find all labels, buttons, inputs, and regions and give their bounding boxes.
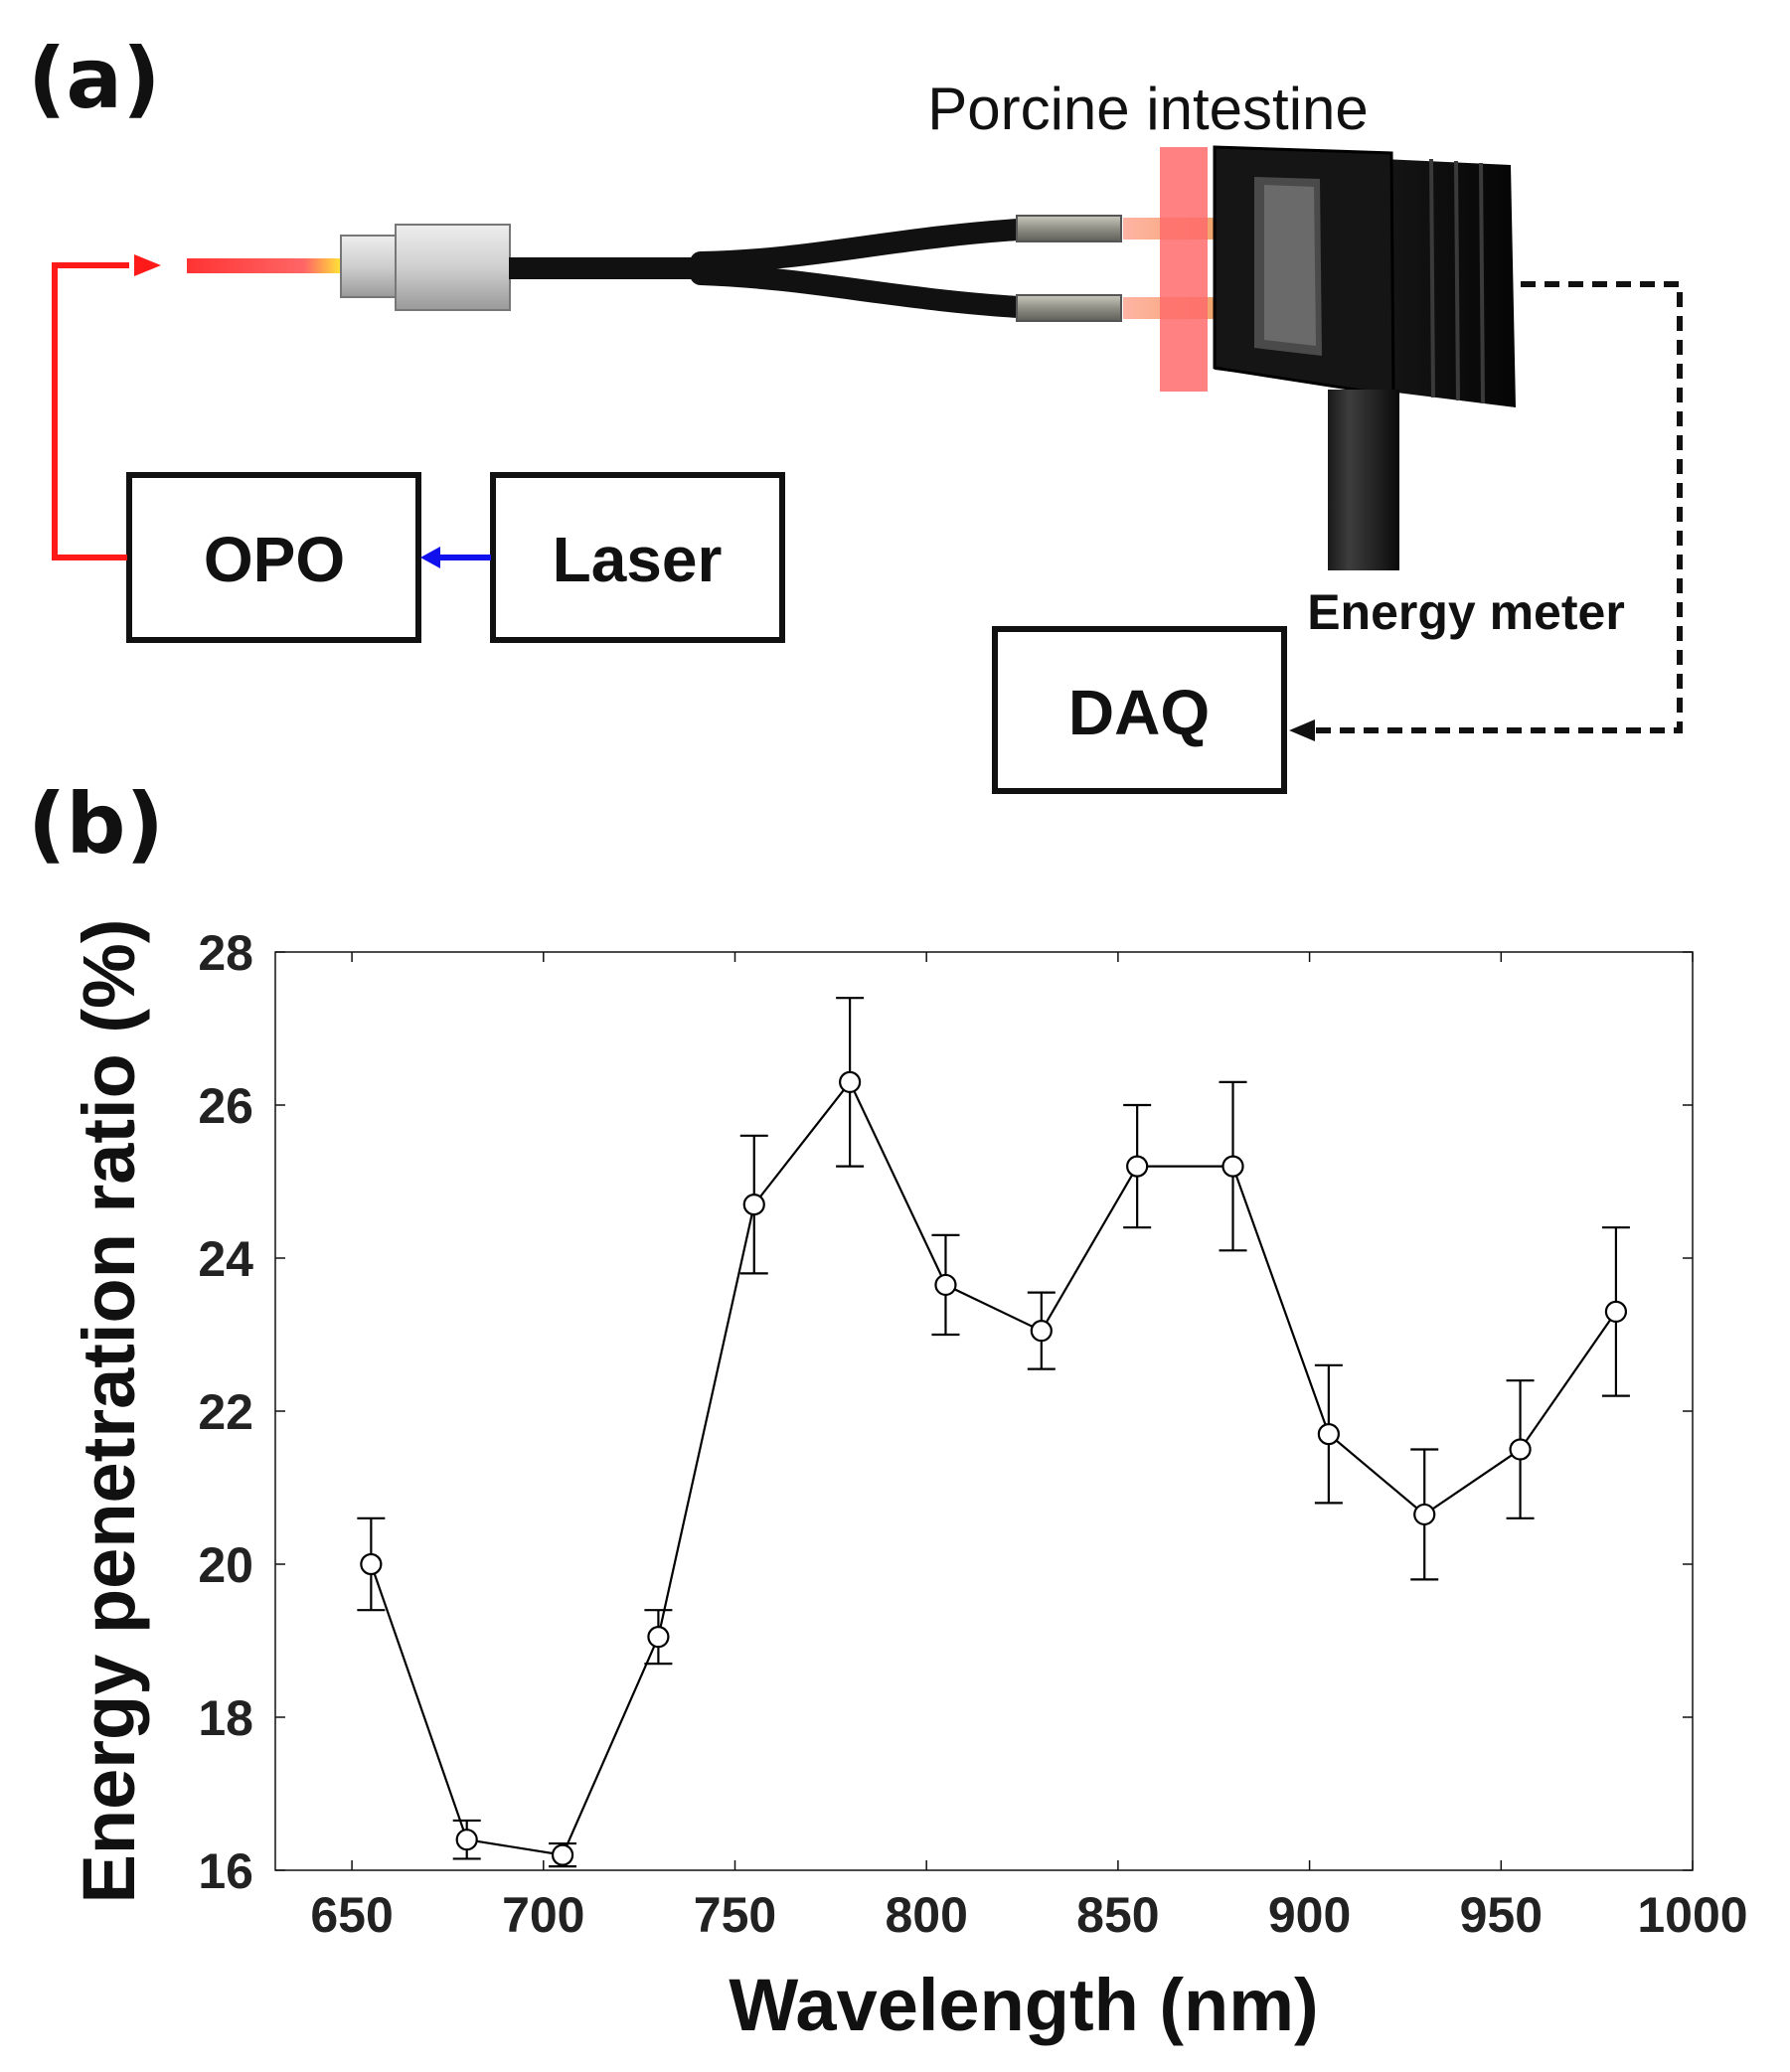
y-tick-label: 18 xyxy=(198,1690,253,1746)
fiber-tip-upper xyxy=(1016,215,1122,242)
daq-box: DAQ xyxy=(992,626,1287,794)
x-tick-label: 750 xyxy=(694,1887,776,1943)
energy-meter-label: Energy meter xyxy=(1307,584,1625,640)
data-point xyxy=(455,1829,478,1851)
porcine-intestine-label: Porcine intestine xyxy=(927,76,1369,142)
series-line xyxy=(370,1079,1617,1856)
x-tick-label: 650 xyxy=(310,1887,393,1943)
data-point xyxy=(742,1193,765,1216)
y-tick-label: 24 xyxy=(198,1231,253,1287)
y-tick-label: 26 xyxy=(198,1078,253,1134)
y-axis-title: Energy penetration ratio (%) xyxy=(68,919,150,1904)
opo-box: OPO xyxy=(126,472,421,643)
laser-label: Laser xyxy=(553,524,723,595)
data-point xyxy=(360,1552,383,1576)
x-tick-label: 700 xyxy=(502,1887,584,1943)
x-tick-label: 850 xyxy=(1076,1887,1159,1943)
data-point xyxy=(934,1273,957,1297)
opo-output-arrow xyxy=(52,254,161,560)
data-point xyxy=(1317,1422,1340,1446)
fiber-tip-lower xyxy=(1016,294,1122,322)
bifurcated-fiber xyxy=(509,218,1045,319)
data-point xyxy=(1604,1300,1628,1324)
x-tick-label: 1000 xyxy=(1637,1887,1747,1943)
laser-beam xyxy=(187,258,344,273)
x-tick-label: 950 xyxy=(1460,1887,1543,1943)
data-point xyxy=(647,1626,670,1649)
y-tick-label: 28 xyxy=(198,925,253,981)
tick-labels: 650 700 750 800 850 900 950 1000 16 18 20 22 24 26 28 xyxy=(198,925,1747,1943)
porcine-tissue xyxy=(1160,147,1208,392)
laser-box: Laser xyxy=(490,472,785,643)
signal-line xyxy=(1289,281,1683,741)
energy-meter xyxy=(1213,145,1516,570)
x-tick-label: 900 xyxy=(1268,1887,1351,1943)
x-tick-label: 800 xyxy=(885,1887,967,1943)
panel-b-label: (b) xyxy=(28,775,164,873)
panel-a-label: (a) xyxy=(28,30,160,127)
y-tick-label: 20 xyxy=(198,1537,253,1593)
y-tick-label: 22 xyxy=(198,1384,253,1440)
ticks xyxy=(275,951,1694,1871)
data-point xyxy=(1509,1438,1532,1461)
data-point xyxy=(839,1070,862,1094)
data-point xyxy=(1413,1503,1436,1526)
daq-label: DAQ xyxy=(1068,677,1210,748)
data-point xyxy=(1030,1320,1053,1343)
chart: 650 700 750 800 850 900 950 100016182022242628 … xyxy=(68,919,1748,2046)
pump-arrow xyxy=(420,547,491,568)
data-point xyxy=(1221,1155,1244,1178)
x-axis-title: Wavelength (nm) xyxy=(729,1964,1318,2046)
opo-label: OPO xyxy=(204,524,345,595)
data-point xyxy=(1126,1155,1149,1178)
plot-frame xyxy=(274,951,1694,1871)
data-point xyxy=(551,1843,574,1866)
fiber-connector xyxy=(340,224,511,311)
series-layer xyxy=(357,997,1630,1868)
y-tick-label: 16 xyxy=(198,1843,253,1899)
